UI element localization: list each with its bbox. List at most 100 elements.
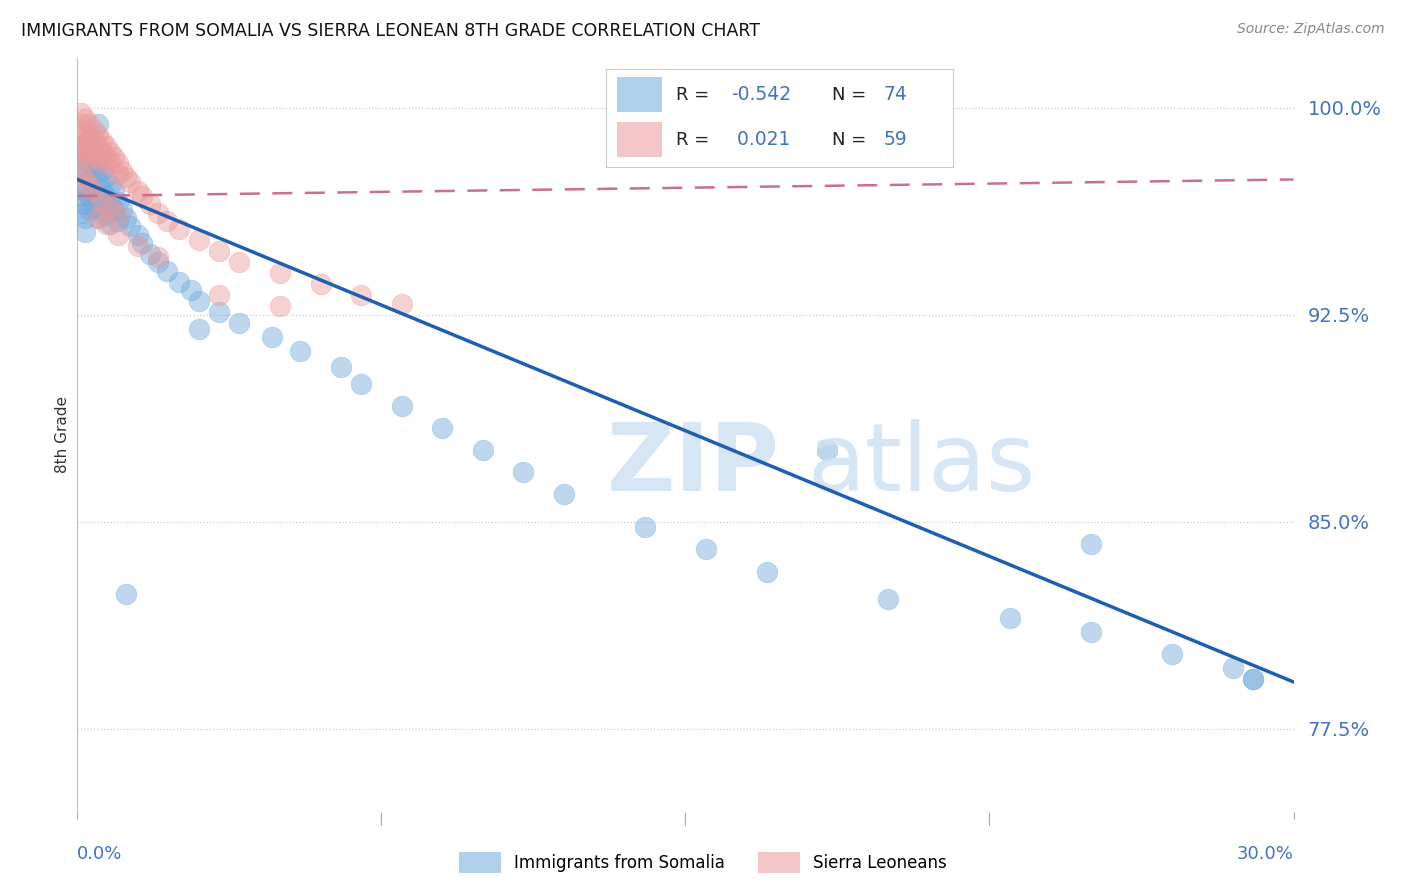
Point (107, 214, 129, 228)
Point (391, 399, 413, 413)
Point (75, 112, 97, 126)
Text: ZIP: ZIP (606, 419, 779, 511)
Point (94, 189, 117, 203)
Point (309, 277, 332, 292)
Point (269, 300, 291, 314)
Point (148, 255, 170, 269)
Point (86, 211, 108, 226)
Text: 30.0%: 30.0% (1237, 845, 1294, 863)
Point (111, 164, 134, 178)
Point (94, 139, 117, 153)
Point (107, 167, 129, 181)
Point (90, 134, 112, 148)
Point (208, 288, 231, 302)
Point (107, 208, 129, 222)
Point (79, 189, 101, 203)
Point (79, 153, 101, 168)
Point (107, 156, 129, 170)
Point (70, 106, 93, 120)
Point (131, 235, 153, 250)
Point (148, 205, 170, 219)
Point (260, 330, 283, 344)
Point (107, 227, 129, 242)
Point (75, 150, 97, 164)
Point (998, 611, 1021, 625)
Point (139, 197, 162, 211)
Text: 0.0%: 0.0% (77, 845, 122, 863)
Point (228, 255, 250, 269)
Point (79, 202, 101, 217)
Point (90, 202, 112, 217)
Point (86, 117, 108, 131)
Point (86, 172, 108, 186)
Point (75, 136, 97, 151)
Point (70, 150, 93, 164)
Point (634, 520, 657, 534)
Point (70, 189, 93, 203)
Point (430, 421, 453, 435)
Point (115, 169, 138, 184)
Point (75, 225, 97, 239)
Point (131, 189, 153, 203)
Point (695, 542, 717, 557)
Point (269, 266, 291, 280)
Point (70, 117, 93, 131)
Point (553, 487, 575, 501)
Point (83, 184, 105, 198)
Text: Source: ZipAtlas.com: Source: ZipAtlas.com (1237, 22, 1385, 37)
Point (755, 565, 778, 579)
Point (83, 145, 105, 159)
Point (98, 217, 121, 231)
Point (83, 122, 105, 136)
Point (83, 145, 105, 159)
Point (1161, 648, 1184, 662)
Point (391, 296, 413, 310)
Point (98, 156, 121, 170)
Point (1241, 672, 1264, 686)
Point (471, 443, 494, 458)
Point (1080, 537, 1102, 551)
Point (98, 197, 121, 211)
Point (86, 192, 108, 206)
Point (1222, 661, 1244, 675)
Point (79, 156, 101, 170)
Point (103, 184, 125, 198)
Point (79, 131, 101, 145)
Point (155, 263, 177, 277)
Point (188, 293, 211, 308)
Point (79, 142, 101, 156)
Point (83, 200, 105, 214)
Point (75, 211, 97, 226)
Point (228, 316, 250, 330)
Point (75, 172, 97, 186)
Point (127, 184, 149, 198)
Y-axis label: 8th Grade: 8th Grade (55, 396, 70, 474)
Point (1080, 625, 1102, 640)
Point (90, 194, 112, 209)
Point (180, 283, 202, 297)
Point (79, 172, 101, 186)
Point (75, 147, 97, 161)
Point (70, 205, 93, 219)
Point (815, 443, 838, 458)
Point (79, 134, 101, 148)
Point (111, 202, 134, 217)
Point (70, 142, 93, 156)
Point (83, 167, 105, 181)
Point (350, 288, 373, 302)
Point (148, 250, 170, 264)
Point (90, 145, 112, 159)
Text: atlas: atlas (807, 419, 1035, 511)
Point (86, 128, 108, 143)
Point (155, 214, 177, 228)
Point (98, 200, 121, 214)
Point (115, 586, 138, 600)
Point (86, 211, 108, 226)
Point (127, 227, 149, 242)
Point (70, 178, 93, 192)
Point (329, 360, 352, 375)
Point (118, 175, 141, 189)
Point (290, 343, 312, 358)
Point (83, 184, 105, 198)
Point (94, 208, 117, 222)
